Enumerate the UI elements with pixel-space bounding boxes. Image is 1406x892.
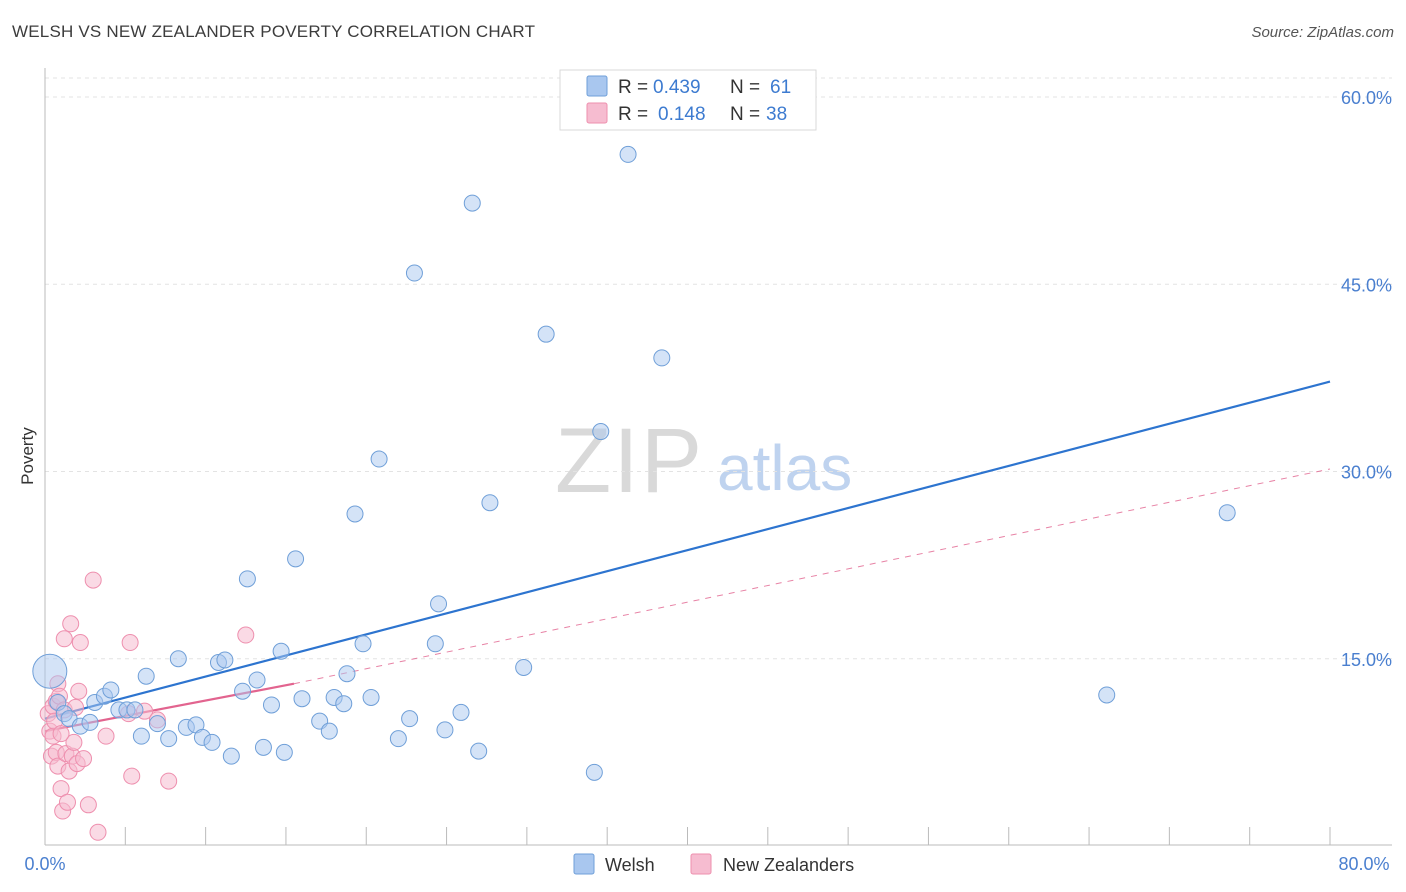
legend-label-nz: New Zealanders <box>723 855 854 875</box>
welsh-point <box>275 743 293 761</box>
welsh-point <box>405 264 423 282</box>
welsh-point <box>346 505 364 523</box>
y-tick-label: 60.0% <box>1341 88 1392 108</box>
nz-point <box>123 767 141 785</box>
welsh-point <box>481 494 499 512</box>
x-tick-label: 80.0% <box>1338 854 1389 874</box>
trend-line-nz-extension <box>293 468 1331 685</box>
nz-point <box>55 630 73 648</box>
welsh-point <box>32 653 68 689</box>
nz-point <box>89 823 107 841</box>
welsh-point <box>126 701 144 719</box>
legend-r-label: R = <box>618 104 648 125</box>
welsh-point <box>338 665 356 683</box>
welsh-point <box>203 733 221 751</box>
welsh-point <box>354 635 372 653</box>
welsh-point <box>335 695 353 713</box>
chart-title: WELSH VS NEW ZEALANDER POVERTY CORRELATI… <box>12 22 536 41</box>
welsh-point <box>102 681 120 699</box>
legend-r-label: R = <box>618 77 648 98</box>
welsh-point <box>452 703 470 721</box>
welsh-point <box>320 722 338 740</box>
nz-point <box>70 682 88 700</box>
welsh-point <box>653 349 671 367</box>
nz-point <box>84 571 102 589</box>
legend-swatch-nz <box>586 102 608 124</box>
welsh-point <box>370 450 388 468</box>
nz-point <box>75 750 93 768</box>
welsh-point <box>272 642 290 660</box>
y-tick-label: 45.0% <box>1341 275 1392 295</box>
tick-labels: 15.0% 30.0% 45.0% 60.0% 0.0% 80.0% <box>24 88 1392 874</box>
welsh-point <box>436 721 454 739</box>
welsh-point <box>426 635 444 653</box>
welsh-point <box>463 194 481 212</box>
legend-n-value: 61 <box>770 77 791 98</box>
nz-point <box>97 727 115 745</box>
welsh-point <box>234 682 252 700</box>
trend-line-welsh <box>44 380 1331 720</box>
nz-point <box>71 634 89 652</box>
welsh-point <box>132 727 150 745</box>
welsh-point <box>537 325 555 343</box>
data-points <box>32 145 1236 841</box>
welsh-point <box>222 747 240 765</box>
y-axis-label: Poverty <box>18 427 37 485</box>
correlation-legend: R = 0.439 N = 61 R = 0.148 N = 38 <box>559 69 817 131</box>
welsh-point <box>401 710 419 728</box>
legend-swatch-welsh <box>573 853 595 875</box>
welsh-point <box>1218 504 1236 522</box>
source-credit: Source: ZipAtlas.com <box>1251 24 1394 41</box>
welsh-point <box>81 713 99 731</box>
welsh-point <box>619 145 637 163</box>
legend-label-welsh: Welsh <box>605 855 655 875</box>
welsh-point <box>262 696 280 714</box>
series-legend: Welsh New Zealanders <box>573 853 854 875</box>
nz-point <box>52 780 70 798</box>
welsh-point <box>470 742 488 760</box>
legend-n-label: N = <box>730 77 760 98</box>
welsh-point <box>430 595 448 613</box>
welsh-point <box>160 730 178 748</box>
legend-r-value: 0.148 <box>658 104 706 125</box>
welsh-point <box>248 671 266 689</box>
welsh-point <box>585 763 603 781</box>
nz-point <box>237 626 255 644</box>
legend-swatch-welsh <box>586 75 608 97</box>
welsh-point <box>293 690 311 708</box>
welsh-point <box>254 738 272 756</box>
nz-point <box>62 615 80 633</box>
nz-point <box>65 733 83 751</box>
welsh-point <box>148 715 166 733</box>
nz-point <box>121 634 139 652</box>
y-tick-label: 15.0% <box>1341 650 1392 670</box>
y-tick-label: 30.0% <box>1341 463 1392 483</box>
welsh-point <box>1098 686 1116 704</box>
welsh-point <box>216 651 234 669</box>
welsh-point <box>238 570 256 588</box>
welsh-point <box>137 667 155 685</box>
nz-point <box>79 796 97 814</box>
watermark-atlas: atlas <box>717 432 852 504</box>
welsh-point <box>287 550 305 568</box>
welsh-point <box>362 688 380 706</box>
welsh-point <box>389 730 407 748</box>
welsh-point <box>592 423 610 441</box>
welsh-point <box>169 650 187 668</box>
watermark-zip: ZIP <box>555 410 704 512</box>
legend-n-value: 38 <box>766 104 787 125</box>
welsh-point <box>515 658 533 676</box>
nz-point <box>58 793 76 811</box>
nz-point <box>52 725 70 743</box>
legend-r-value: 0.439 <box>653 77 701 98</box>
x-tick-label: 0.0% <box>24 854 65 874</box>
nz-point <box>160 772 178 790</box>
legend-n-label: N = <box>730 104 760 125</box>
legend-swatch-nz <box>690 853 712 875</box>
